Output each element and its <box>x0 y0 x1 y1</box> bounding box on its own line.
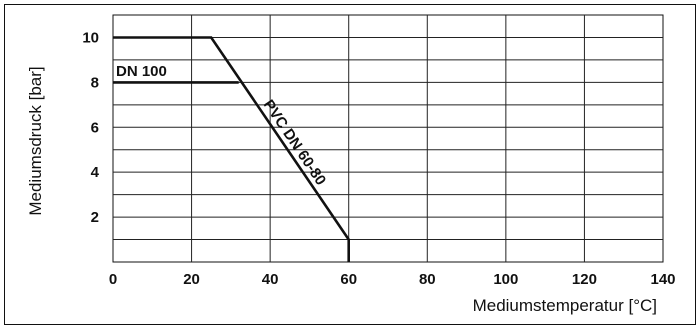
x-tick-label: 80 <box>419 271 436 288</box>
y-tick-label: 2 <box>91 209 99 226</box>
x-tick-label: 120 <box>572 271 597 288</box>
x-tick-label: 20 <box>183 271 200 288</box>
y-tick-label: 4 <box>91 164 100 181</box>
x-tick-label: 0 <box>109 271 117 288</box>
plot-area <box>112 14 664 263</box>
grid <box>112 14 664 263</box>
y-tick-label: 8 <box>91 74 99 91</box>
series <box>113 36 351 262</box>
x-tick-label: 140 <box>650 271 675 288</box>
y-axis-title: Mediumsdruck [bar] <box>26 66 45 215</box>
y-tick-label: 6 <box>91 119 99 136</box>
annotation-dn-100: DN 100 <box>116 63 167 80</box>
series-line-1 <box>113 36 351 262</box>
y-tick-label: 10 <box>82 29 99 46</box>
x-tick-label: 100 <box>493 271 518 288</box>
chart-frame <box>4 4 696 325</box>
x-tick-label: 40 <box>262 271 279 288</box>
x-tick-label: 60 <box>340 271 357 288</box>
tick-labels: 0 20 40 60 80 100 120 140 2 4 6 8 10 <box>82 29 675 288</box>
x-axis-title: Mediumstemperatur [°C] <box>473 296 657 315</box>
